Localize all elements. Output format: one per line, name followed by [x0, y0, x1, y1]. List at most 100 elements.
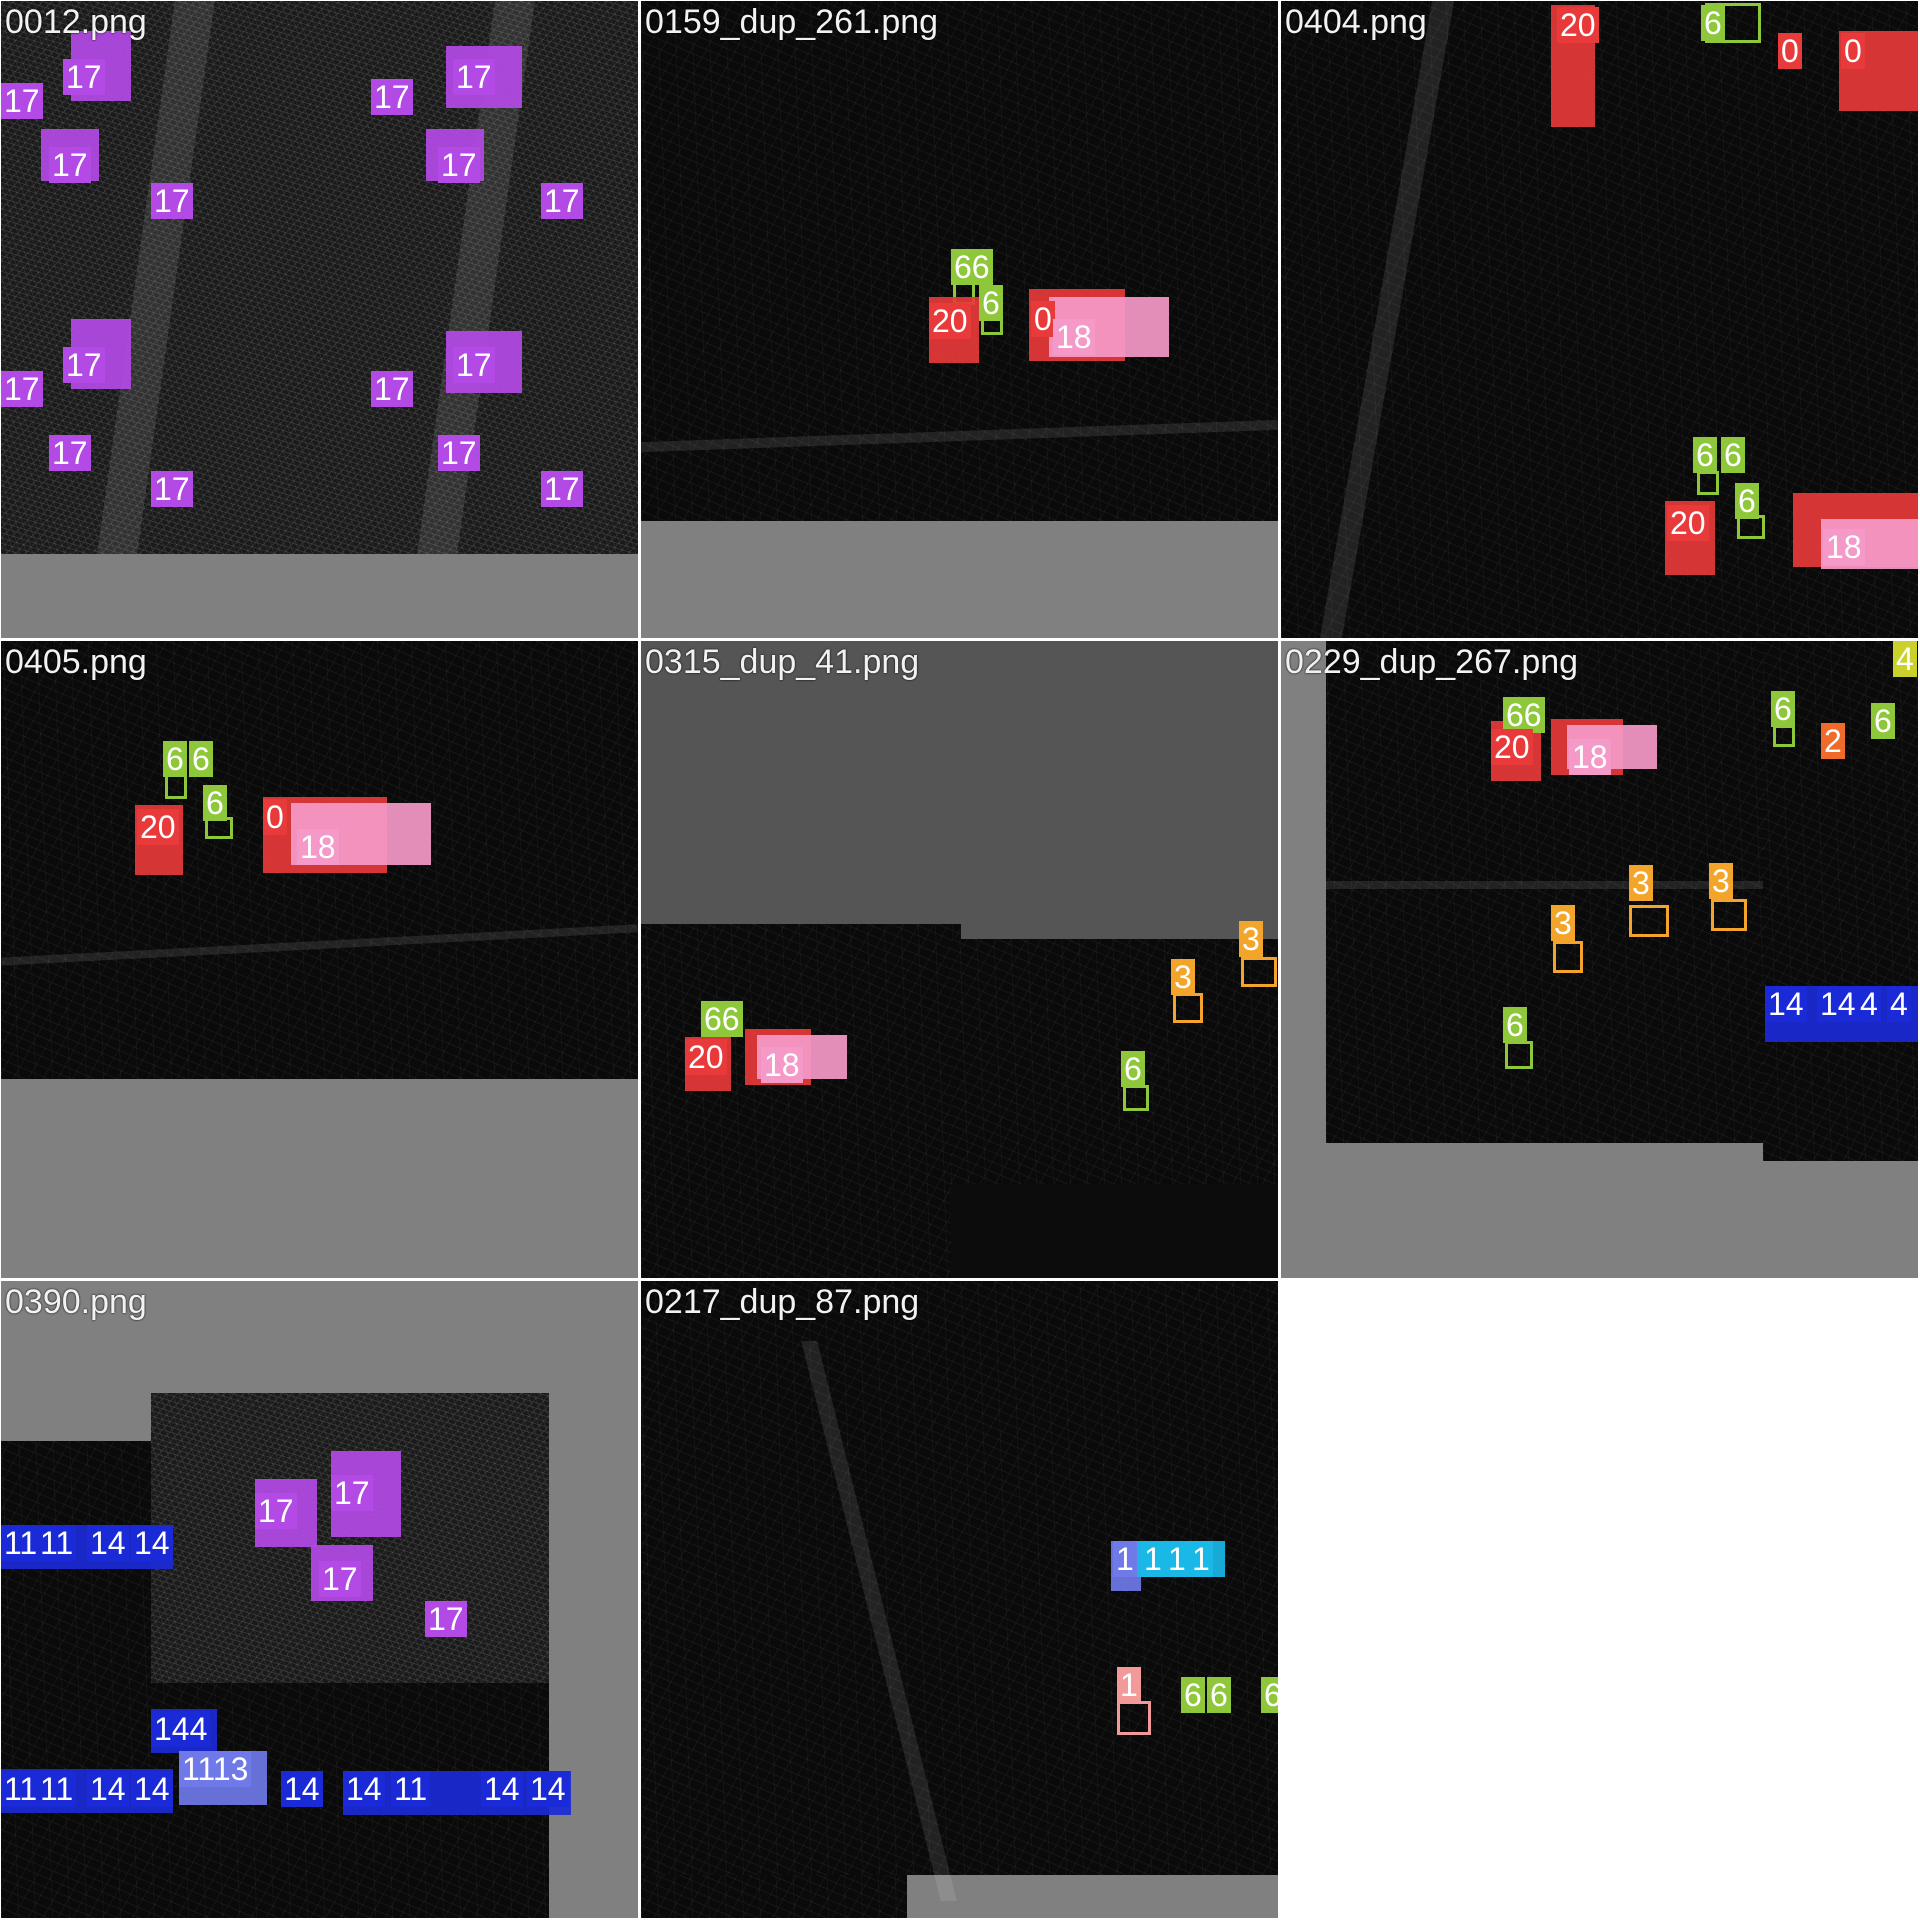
detection-label: 20	[929, 303, 971, 339]
detection-label: 14	[481, 1771, 523, 1807]
detection-label: 17	[453, 59, 495, 95]
tile-title: 0315_dup_41.png	[645, 643, 920, 681]
detection-label: 20	[1491, 729, 1533, 765]
detection-label: 14	[343, 1771, 385, 1807]
tile-title: 0159_dup_261.png	[645, 3, 939, 41]
detection-label: 1	[1189, 1541, 1213, 1577]
mosaic-tile: 0315_dup_41.png 66 20 18 3 3 6	[641, 641, 1278, 1278]
detection-label: 18	[761, 1047, 803, 1083]
detection-label: 3	[1709, 863, 1733, 899]
padding-area	[1, 554, 638, 638]
detection-label: 6	[1735, 483, 1759, 519]
road	[1326, 881, 1763, 889]
detection-label: 11	[1, 1525, 41, 1561]
detection-label: 3	[1171, 959, 1195, 995]
mosaic-tile: 0217_dup_87.png 1 1 1 1 1 6 6 6	[641, 1281, 1278, 1918]
detection-label: 20	[685, 1039, 727, 1075]
detection-label: 17	[49, 147, 91, 183]
mosaic-tile: 0404.png 20 6 0 0 6 6 6 20 18	[1281, 1, 1918, 638]
detection-label: 14	[131, 1771, 173, 1807]
detection-label: 17	[438, 147, 480, 183]
detection-label: 17	[371, 371, 413, 407]
detection-label: 4	[1857, 986, 1881, 1022]
detection-label: 66	[1503, 697, 1545, 733]
detection-label: 17	[1, 83, 43, 119]
detection-box	[1697, 471, 1719, 495]
detection-box	[1505, 1041, 1533, 1069]
mosaic-tile: 0159_dup_261.png 66 6 20 0 18	[641, 1, 1278, 638]
detection-label: 17	[1, 371, 43, 407]
detection-label: 14	[131, 1525, 173, 1561]
detection-label: 4	[1887, 986, 1911, 1022]
detection-label: 11	[37, 1771, 77, 1807]
detection-label: 0	[1841, 33, 1865, 69]
detection-label: 2	[1821, 723, 1845, 759]
detection-label: 14	[87, 1525, 129, 1561]
detection-label: 6	[1771, 691, 1795, 727]
detection-label: 14	[281, 1771, 323, 1807]
detection-label: 14	[1817, 986, 1859, 1022]
detection-label: 17	[541, 471, 583, 507]
detection-label: 1	[1113, 1541, 1137, 1577]
satellite-image	[641, 924, 961, 1278]
detection-label: 11	[1, 1771, 41, 1807]
detection-label: 3	[1629, 865, 1653, 901]
satellite-image	[641, 1875, 907, 1918]
detection-box	[1123, 1085, 1149, 1111]
detection-label: 11	[37, 1525, 77, 1561]
mosaic-tile: 0229_dup_267.png 66 20 18 6 2 6 4 3 3 3 …	[1281, 641, 1918, 1278]
detection-label: 6	[979, 285, 1003, 321]
satellite-image	[151, 1393, 549, 1683]
tile-title: 0217_dup_87.png	[645, 1283, 920, 1321]
tile-title: 0405.png	[5, 643, 147, 681]
detection-label: 6	[1693, 437, 1717, 473]
detection-label: 1113	[179, 1751, 252, 1787]
detection-label: 14	[87, 1771, 129, 1807]
detection-label: 17	[331, 1475, 373, 1511]
detection-label: 17	[371, 79, 413, 115]
mosaic-tile: 0012.png 17 17 17 17 17 17 17 17 17 17 1…	[1, 1, 638, 638]
detection-label: 17	[319, 1561, 361, 1597]
tile-title: 0404.png	[1285, 3, 1427, 41]
detection-label: 6	[1121, 1051, 1145, 1087]
detection-box	[1241, 957, 1277, 987]
detection-label: 20	[1557, 7, 1599, 43]
detection-label: 18	[1053, 319, 1095, 355]
satellite-image	[641, 1281, 1278, 1875]
detection-label: 18	[1569, 739, 1611, 775]
detection-label: 18	[1823, 529, 1865, 565]
detection-label: 17	[438, 435, 480, 471]
detection-label: 6	[1207, 1677, 1231, 1713]
detection-label: 6	[1871, 703, 1895, 739]
mosaic-tile: 0390.png 17 17 17 17 11 11 14 14 144 11 …	[1, 1281, 638, 1918]
mosaic-tile: 0405.png 6 6 6 20 0 18	[1, 641, 638, 1278]
detection-label: 14	[1765, 986, 1807, 1022]
detection-label: 14	[527, 1771, 569, 1807]
detection-label: 17	[425, 1601, 467, 1637]
detection-label: 17	[63, 59, 105, 95]
detection-label: 0	[263, 799, 287, 835]
satellite-image	[951, 1184, 1278, 1278]
detection-label: 17	[255, 1493, 297, 1529]
detection-label: 6	[1261, 1677, 1278, 1713]
detection-label: 4	[1893, 641, 1917, 677]
satellite-image	[951, 939, 1278, 1184]
detection-label: 17	[151, 471, 193, 507]
detection-label: 1	[1141, 1541, 1165, 1577]
detection-label: 6	[189, 741, 213, 777]
detection-label: 17	[453, 347, 495, 383]
detection-label: 6	[163, 741, 187, 777]
detection-label: 6	[1701, 5, 1725, 41]
detection-label: 0	[1778, 33, 1802, 69]
detection-label: 6	[203, 785, 227, 821]
detection-label: 0	[1031, 301, 1055, 337]
detection-label: 6	[1503, 1007, 1527, 1043]
detection-label: 6	[1181, 1677, 1205, 1713]
tile-title: 0229_dup_267.png	[1285, 643, 1579, 681]
tile-title: 0390.png	[5, 1283, 147, 1321]
satellite-image	[1, 641, 638, 1079]
detection-box	[1553, 941, 1583, 973]
detection-label: 17	[541, 183, 583, 219]
detection-label: 3	[1239, 921, 1263, 957]
detection-label: 66	[701, 1001, 743, 1037]
